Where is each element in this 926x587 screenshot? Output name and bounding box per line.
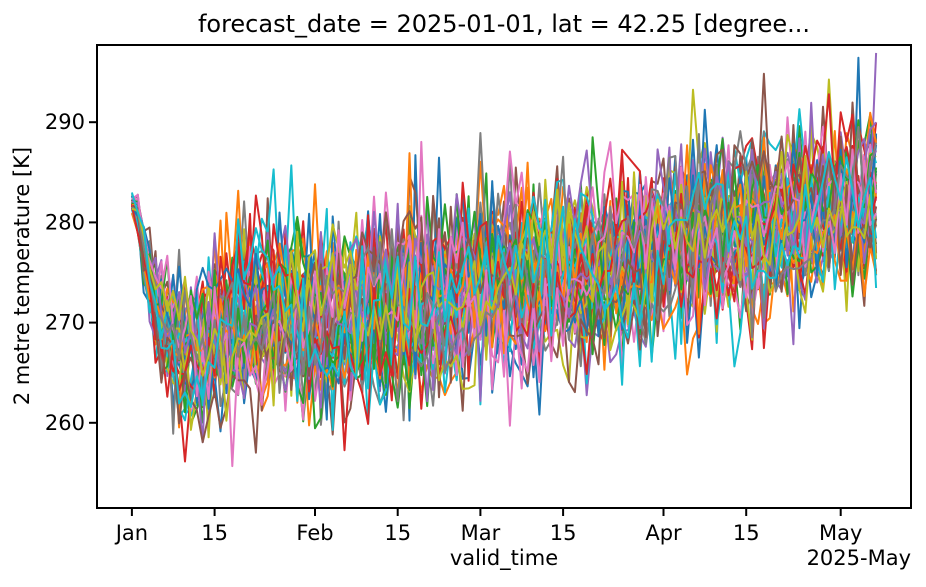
ensemble-lines: [130, 52, 878, 468]
x-tick-label: 15: [384, 521, 411, 545]
ensemble-member-line: [130, 151, 878, 408]
axes-group: Jan 15 Feb 15 Mar 15 Apr 15 May 260 270 280 290: [45, 44, 912, 545]
ensemble-member-line: [131, 135, 878, 454]
ensemble-member-line: [131, 141, 878, 427]
ensemble-member-line: [130, 93, 878, 452]
x-tick-label: Feb: [296, 521, 333, 545]
x-tick-label: 15: [733, 521, 760, 545]
axis-ticks: Jan 15 Feb 15 Mar 15 Apr 15 May 260 270 280 290: [45, 110, 863, 545]
x-tick-label: Mar: [461, 521, 501, 545]
plot-border: [96, 44, 912, 509]
y-tick-label: 260: [45, 411, 85, 435]
ensemble-member-line: [131, 151, 878, 422]
chart-title: forecast_date = 2025-01-01, lat = 42.25 …: [198, 10, 810, 38]
x-tick-label: May: [819, 521, 862, 545]
x-tick-label: Apr: [645, 521, 682, 545]
x-axis-offset-label: 2025-May: [807, 546, 911, 570]
ensemble-member-line: [131, 148, 878, 444]
ensemble-member-line: [131, 140, 877, 468]
y-axis-label: 2 metre temperature [K]: [10, 147, 34, 405]
x-tick-label: 15: [201, 521, 228, 545]
x-tick-label: 15: [550, 521, 577, 545]
y-tick-label: 280: [45, 210, 85, 234]
y-tick-label: 270: [45, 311, 85, 335]
x-axis-label: valid_time: [450, 546, 558, 571]
y-tick-label: 290: [45, 110, 85, 134]
ensemble-member-line: [131, 136, 878, 400]
x-tick-label: Jan: [114, 521, 148, 545]
